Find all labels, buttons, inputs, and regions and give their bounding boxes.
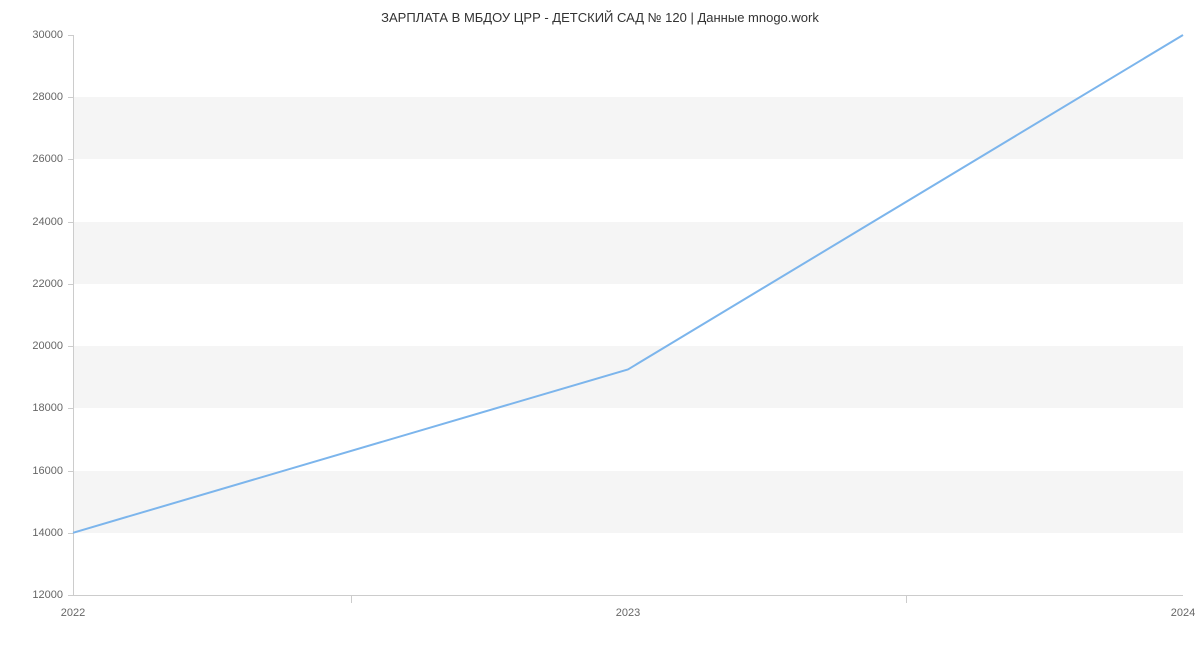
x-tick-label: 2023 xyxy=(616,607,640,619)
series-line xyxy=(73,35,1183,595)
y-tick-label: 12000 xyxy=(18,589,63,601)
x-axis-line xyxy=(73,595,1183,596)
plot-area: 1200014000160001800020000220002400026000… xyxy=(73,35,1183,595)
y-tick-mark xyxy=(68,595,73,596)
chart-title: ЗАРПЛАТА В МБДОУ ЦРР - ДЕТСКИЙ САД № 120… xyxy=(0,10,1200,25)
y-tick-label: 22000 xyxy=(18,278,63,290)
y-tick-label: 26000 xyxy=(18,153,63,165)
y-tick-label: 20000 xyxy=(18,340,63,352)
x-tick-mark xyxy=(906,595,907,603)
x-tick-label: 2024 xyxy=(1171,607,1195,619)
y-tick-label: 28000 xyxy=(18,91,63,103)
y-tick-label: 14000 xyxy=(18,527,63,539)
y-tick-label: 18000 xyxy=(18,402,63,414)
y-tick-label: 16000 xyxy=(18,465,63,477)
y-tick-label: 30000 xyxy=(18,29,63,41)
salary-chart: ЗАРПЛАТА В МБДОУ ЦРР - ДЕТСКИЙ САД № 120… xyxy=(0,0,1200,650)
x-tick-mark xyxy=(351,595,352,603)
x-tick-label: 2022 xyxy=(61,607,85,619)
y-tick-label: 24000 xyxy=(18,216,63,228)
